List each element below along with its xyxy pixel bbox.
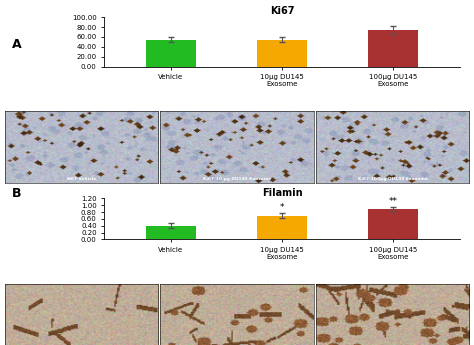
Title: Filamin: Filamin: [262, 188, 302, 198]
Text: Ki67-Vehicle: Ki67-Vehicle: [66, 177, 97, 181]
Bar: [368, 30, 418, 67]
Bar: [257, 216, 307, 239]
Text: Ki67-10 μg DU145 Exosome: Ki67-10 μg DU145 Exosome: [203, 177, 271, 181]
Text: A: A: [12, 38, 21, 51]
Bar: [257, 40, 307, 67]
Text: B: B: [12, 187, 21, 200]
Text: **: **: [389, 197, 398, 206]
Title: Ki67: Ki67: [270, 7, 294, 17]
Text: Ki67-100μg DU145 Exosome: Ki67-100μg DU145 Exosome: [358, 177, 428, 181]
Bar: [368, 209, 418, 239]
Bar: [146, 226, 196, 239]
Text: *: *: [280, 203, 284, 212]
Bar: [146, 40, 196, 67]
